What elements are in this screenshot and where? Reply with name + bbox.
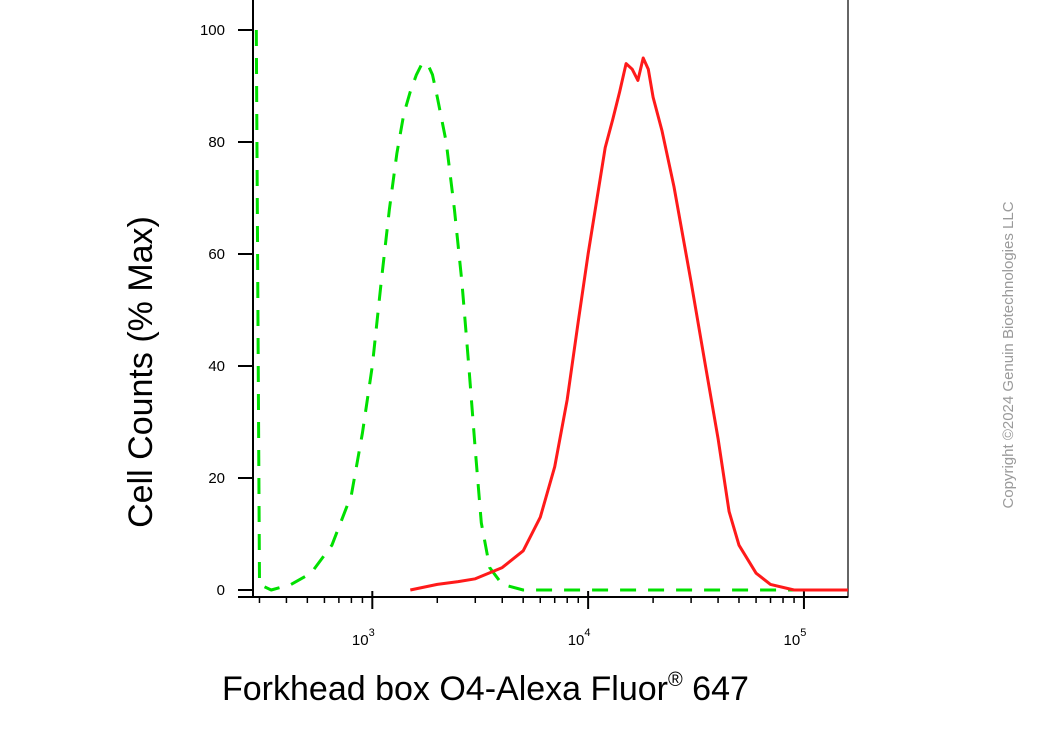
x-tick-base: 10 [784, 632, 801, 649]
y-tick-label: 20 [208, 470, 225, 487]
x-axis: 103 104 105 [238, 591, 848, 649]
series-layer [254, 29, 848, 592]
y-tick-label: 60 [208, 246, 225, 263]
copyright-watermark: Copyright ©2024 Genuin Biotechnologies L… [1000, 201, 1017, 508]
y-tick-label: 80 [208, 134, 225, 151]
x-tick-exponent: 5 [800, 627, 806, 639]
plot-frame [252, 0, 849, 598]
y-tick-label: 0 [217, 582, 225, 599]
plot-border [252, 0, 849, 598]
x-axis-title-suffix: 647 [683, 670, 749, 708]
x-tick-base: 10 [352, 632, 369, 649]
x-axis-title-superscript: ® [668, 669, 683, 691]
x-axis-title-main: Forkhead box O4-Alexa Fluor [222, 670, 668, 708]
series-line-2 [409, 56, 848, 592]
x-tick-exponent: 3 [369, 627, 375, 639]
x-tick-label: 105 [784, 627, 807, 649]
x-tick-label: 104 [568, 627, 591, 649]
y-tick-label: 40 [208, 358, 225, 375]
y-axis-title: Cell Counts (% Max) [122, 216, 160, 528]
series-line-1 [254, 29, 848, 592]
x-tick-base: 10 [568, 632, 585, 649]
x-axis-title: Forkhead box O4-Alexa Fluor® 647 [222, 669, 749, 708]
y-axis: 0 20 40 60 80 100 [200, 0, 254, 599]
y-tick-label: 100 [200, 22, 225, 39]
x-tick-label: 103 [352, 627, 375, 649]
x-tick-exponent: 4 [584, 627, 590, 639]
